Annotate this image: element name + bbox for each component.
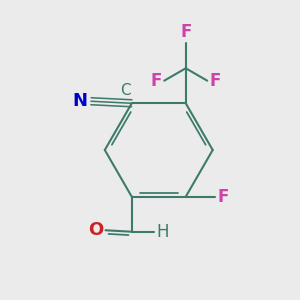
Text: H: H	[156, 223, 169, 241]
Text: N: N	[73, 92, 88, 110]
Text: O: O	[88, 221, 103, 239]
Text: F: F	[217, 188, 229, 206]
Text: F: F	[209, 72, 221, 90]
Text: F: F	[180, 23, 191, 41]
Text: F: F	[151, 72, 162, 90]
Text: C: C	[120, 83, 130, 98]
